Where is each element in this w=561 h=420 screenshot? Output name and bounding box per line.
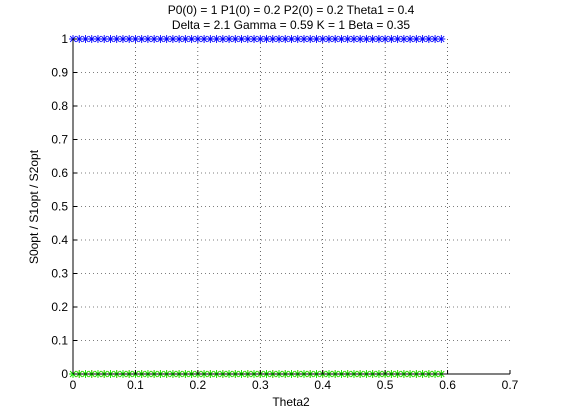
data-point [268,35,277,43]
data-point [412,35,421,43]
x-tick-label: 0.3 [252,378,269,392]
data-point [418,35,427,43]
grid [73,39,510,374]
plot-area [73,39,510,374]
x-tick-label: 0.7 [502,378,519,392]
data-point [293,35,302,43]
x-tick-label: 0.2 [190,378,207,392]
data-point [399,35,408,43]
data-point [175,35,184,43]
x-axis-label: Theta2 [272,395,310,409]
y-tick-label: 0.2 [51,300,68,314]
data-point [143,35,152,43]
x-tick-label: 0.6 [439,378,456,392]
y-tick-label: 0.4 [51,233,68,247]
y-tick-label: 0.8 [51,99,68,113]
y-tick-label: 0.3 [51,267,68,281]
x-tick-label: 0.1 [127,378,144,392]
data-point [437,35,446,43]
y-tick-label: 0.7 [51,133,68,147]
data-point [393,35,402,43]
axes [72,38,511,375]
data-point [299,35,308,43]
data-point [131,35,140,43]
y-tick-label: 0.5 [51,200,68,214]
y-tick-label: 0.6 [51,166,68,180]
y-tick-labels: 0 0.1 0.2 0.3 0.4 0.5 0.6 0.7 0.8 0.9 1 [51,32,68,381]
y-tick-label: 0 [61,367,68,381]
x-tick-label: 0 [70,378,77,392]
data-point [162,35,171,43]
y-axis-label: S0opt / S1opt / S2opt [27,149,41,264]
data-point [218,35,227,43]
x-tick-label: 0.4 [314,378,331,392]
y-tick-label: 0.9 [51,66,68,80]
data-point [406,35,415,43]
data-point [343,35,352,43]
y-tick-label: 0.1 [51,334,68,348]
data-point [243,35,252,43]
x-tick-label: 0.5 [377,378,394,392]
x-tick-labels: 0 0.1 0.2 0.3 0.4 0.5 0.6 0.7 [70,378,519,392]
data-point [337,35,346,43]
data-point [324,35,333,43]
data-point [424,35,433,43]
chart-title-line-2: Delta = 2.1 Gamma = 0.59 K = 1 Beta = 0.… [172,18,410,32]
chart-title-line-1: P0(0) = 1 P1(0) = 0.2 P2(0) = 0.2 Theta1… [168,3,415,17]
y-tick-label: 1 [61,32,68,46]
data-point [368,35,377,43]
data-point [275,35,284,43]
